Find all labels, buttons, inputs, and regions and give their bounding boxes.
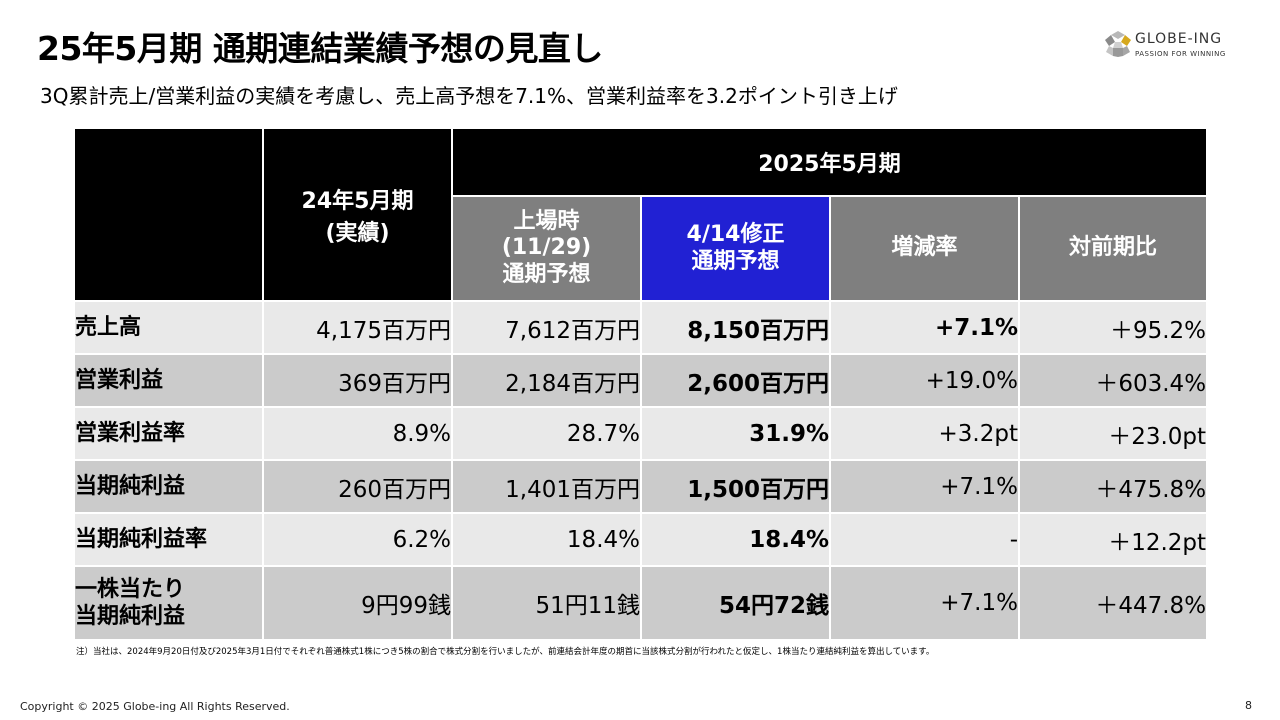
forecast-table-body: 売上高 4,175百万円 7,612百万円 8,150百万円 +7.1% ＋95.2% 営業…: [73, 300, 1209, 641]
header-ipo-line3: 通期予想: [502, 261, 591, 287]
header-fy2024-line2: (実績): [325, 220, 390, 246]
slide-title: 25年5月期 通期連結業績予想の見直し: [37, 29, 603, 68]
company-logo: GLOBE-ING PASSION FOR WINNING: [1104, 30, 1244, 64]
row-label: 一株当たり 当期純利益: [73, 565, 264, 641]
table-row: 当期純利益率 6.2% 18.4% 18.4% - ＋12.2pt: [73, 512, 1209, 567]
cell-change-rate: -: [829, 512, 1020, 567]
logo-wordmark: GLOBE-ING: [1135, 31, 1223, 47]
cell-fy2024-actual: 8.9%: [262, 406, 453, 461]
cell-yoy: ＋475.8%: [1017, 459, 1209, 514]
row-label-line: 当期純利益率: [75, 526, 208, 552]
header-revised-line1: 4/14修正: [686, 222, 785, 248]
header-fy2025: 2025年5月期: [450, 127, 1209, 197]
cell-yoy: ＋12.2pt: [1017, 512, 1209, 567]
footnote: 注）当社は、2024年9月20日付及び2025年3月1日付でそれぞれ普通株式1株…: [76, 647, 935, 657]
cell-ipo-forecast: 1,401百万円: [451, 459, 642, 514]
cell-yoy: ＋447.8%: [1017, 565, 1209, 641]
cell-change-rate: +7.1%: [829, 300, 1020, 355]
cell-change-rate: +3.2pt: [829, 406, 1020, 461]
row-label-line: 売上高: [75, 314, 142, 340]
cell-revised-forecast: 2,600百万円: [640, 353, 831, 408]
table-row: 当期純利益 260百万円 1,401百万円 1,500百万円 +7.1% ＋475.8%: [73, 459, 1209, 514]
cell-fy2024-actual: 260百万円: [262, 459, 453, 514]
cell-revised-forecast: 54円72銭: [640, 565, 831, 641]
logo-tagline: PASSION FOR WINNING: [1135, 50, 1226, 58]
table-row: 一株当たり 当期純利益 9円99銭 51円11銭 54円72銭 +7.1% ＋447.8%: [73, 565, 1209, 641]
header-blank-cell: [73, 127, 264, 302]
header-yoy: 対前期比: [1017, 195, 1209, 302]
copyright: Copyright © 2025 Globe-ing All Rights Re…: [20, 700, 290, 713]
cell-fy2024-actual: 6.2%: [262, 512, 453, 567]
cell-revised-forecast: 31.9%: [640, 406, 831, 461]
cell-ipo-forecast: 51円11銭: [451, 565, 642, 641]
cell-fy2024-actual: 9円99銭: [262, 565, 453, 641]
table-row: 営業利益率 8.9% 28.7% 31.9% +3.2pt ＋23.0pt: [73, 406, 1209, 461]
row-label-line: 当期純利益: [75, 473, 186, 499]
header-fy2024-actual: 24年5月期 (実績): [262, 127, 453, 302]
row-label: 当期純利益: [73, 459, 264, 514]
cell-revised-forecast: 8,150百万円: [640, 300, 831, 355]
cell-yoy: ＋95.2%: [1017, 300, 1209, 355]
header-revised-forecast: 4/14修正 通期予想: [640, 195, 831, 302]
table-row: 売上高 4,175百万円 7,612百万円 8,150百万円 +7.1% ＋95.2%: [73, 300, 1209, 355]
row-label-line: 当期純利益: [75, 604, 186, 629]
cell-revised-forecast: 18.4%: [640, 512, 831, 567]
forecast-table: 24年5月期 (実績) 2025年5月期 上場時 (11/29) 通期予想 4/…: [73, 127, 1209, 641]
header-ipo-forecast: 上場時 (11/29) 通期予想: [451, 195, 642, 302]
cell-ipo-forecast: 2,184百万円: [451, 353, 642, 408]
globe-ing-logo-icon: [1105, 31, 1131, 57]
cell-revised-forecast: 1,500百万円: [640, 459, 831, 514]
cell-yoy: ＋603.4%: [1017, 353, 1209, 408]
table-row: 営業利益 369百万円 2,184百万円 2,600百万円 +19.0% ＋603.4%: [73, 353, 1209, 408]
row-label: 当期純利益率: [73, 512, 264, 567]
cell-ipo-forecast: 28.7%: [451, 406, 642, 461]
slide-subtitle: 3Q累計売上/営業利益の実績を考慮し、売上高予想を7.1%、営業利益率を3.2ポ…: [40, 84, 898, 108]
row-label: 売上高: [73, 300, 264, 355]
header-ipo-line2: (11/29): [501, 235, 592, 261]
cell-fy2024-actual: 4,175百万円: [262, 300, 453, 355]
cell-ipo-forecast: 18.4%: [451, 512, 642, 567]
cell-ipo-forecast: 7,612百万円: [451, 300, 642, 355]
header-revised-line2: 通期予想: [691, 248, 780, 274]
cell-yoy: ＋23.0pt: [1017, 406, 1209, 461]
header-ipo-line1: 上場時: [513, 208, 580, 234]
row-label-line: 営業利益率: [75, 420, 186, 446]
header-fy2024-line1: 24年5月期: [301, 188, 414, 214]
page-number: 8: [1245, 699, 1252, 712]
row-label-line: 営業利益: [75, 367, 164, 393]
header-change-rate: 増減率: [829, 195, 1020, 302]
cell-change-rate: +7.1%: [829, 459, 1020, 514]
row-label: 営業利益率: [73, 406, 264, 461]
row-label-line: 一株当たり: [75, 576, 186, 602]
cell-change-rate: +7.1%: [829, 565, 1020, 641]
cell-fy2024-actual: 369百万円: [262, 353, 453, 408]
row-label: 営業利益: [73, 353, 264, 408]
cell-change-rate: +19.0%: [829, 353, 1020, 408]
